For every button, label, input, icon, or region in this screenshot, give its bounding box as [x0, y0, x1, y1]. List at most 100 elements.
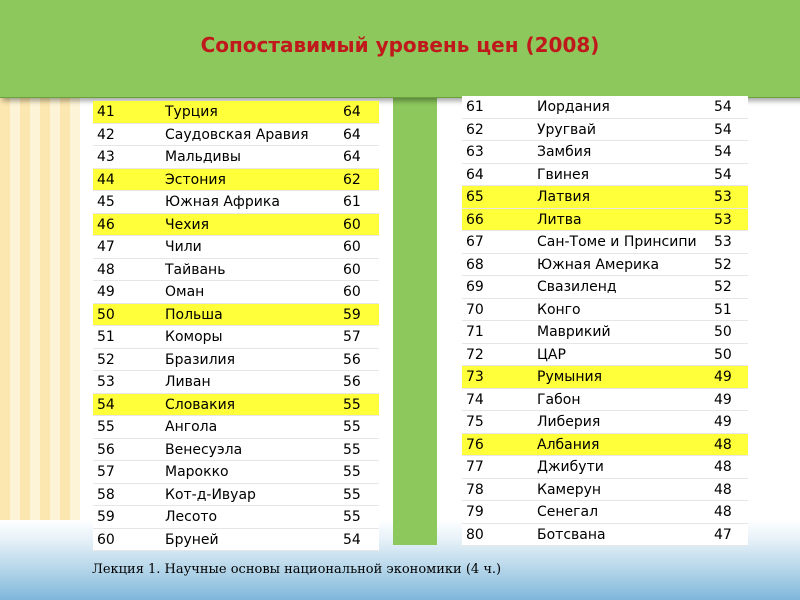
country-cell: Габон [537, 391, 581, 408]
rank-cell: 43 [97, 149, 115, 165]
table-row: 48 Тайвань 60 [93, 259, 379, 281]
table-row: 47 Чили 60 [93, 236, 379, 259]
table-row: 45 Южная Африка 61 [93, 191, 379, 214]
country-cell: Южная Африка [165, 194, 280, 210]
country-cell: Марокко [165, 464, 229, 480]
country-cell: Южная Америка [537, 256, 660, 273]
country-cell: ЦАР [537, 346, 566, 363]
table-row: 50 Польша 59 [93, 303, 379, 326]
rank-cell: 65 [466, 189, 484, 205]
title-banner [0, 0, 800, 98]
table-row: 76 Албания 48 [462, 433, 748, 456]
table-row: 71 Маврикий 50 [462, 321, 748, 344]
rank-cell: 59 [97, 509, 115, 525]
table-row: 67 Сан-Томе и Принсипи 53 [462, 231, 748, 254]
price-table-right: 61 Иордания 54 62 Уругвай 54 63 Замбия 54 64 Гвине… [462, 96, 748, 546]
rank-cell: 64 [466, 166, 484, 183]
value-cell: 62 [343, 171, 361, 188]
country-cell: Ботсвана [537, 526, 606, 543]
rank-cell: 71 [466, 324, 484, 340]
value-cell: 48 [714, 459, 732, 475]
rank-cell: 57 [97, 464, 115, 480]
rank-cell: 52 [97, 351, 115, 368]
rank-cell: 54 [97, 396, 115, 413]
country-cell: Польша [165, 306, 223, 323]
table-row: 60 Бруней 54 [93, 529, 379, 551]
value-cell: 64 [343, 126, 361, 143]
rank-cell: 77 [466, 459, 484, 475]
country-cell: Саудовская Аравия [165, 126, 309, 143]
slide-footer: Лекция 1. Научные основы национальной эк… [92, 562, 502, 577]
table-row: 59 Лесото 55 [93, 506, 379, 529]
value-cell: 55 [343, 464, 361, 480]
country-cell: Гвинея [537, 166, 590, 183]
country-cell: Сенегал [537, 504, 599, 520]
table-row: 51 Коморы 57 [93, 326, 379, 349]
country-cell: Бруней [165, 531, 219, 548]
country-cell: Чехия [165, 216, 210, 233]
rank-cell: 66 [466, 211, 484, 228]
value-cell: 54 [714, 166, 732, 183]
country-cell: Латвия [537, 189, 591, 205]
rank-cell: 62 [466, 121, 484, 138]
value-cell: 48 [714, 481, 732, 498]
table-row: 53 Ливан 56 [93, 371, 379, 394]
table-row: 74 Габон 49 [462, 389, 748, 411]
country-cell: Чили [165, 239, 202, 255]
rank-cell: 44 [97, 171, 115, 188]
value-cell: 64 [343, 104, 361, 120]
country-cell: Либерия [537, 414, 601, 430]
value-cell: 53 [714, 189, 732, 205]
country-cell: Эстония [165, 171, 226, 188]
rank-cell: 74 [466, 391, 484, 408]
value-cell: 53 [714, 234, 732, 250]
rank-cell: 75 [466, 414, 484, 430]
table-row: 49 Оман 60 [93, 281, 379, 304]
table-row: 55 Ангола 55 [93, 416, 379, 439]
value-cell: 54 [714, 144, 732, 160]
rank-cell: 61 [466, 99, 484, 115]
table-row: 70 Конго 51 [462, 299, 748, 321]
country-cell: Иордания [537, 99, 610, 115]
table-row: 75 Либерия 49 [462, 411, 748, 434]
table-row: 46 Чехия 60 [93, 213, 379, 236]
value-cell: 64 [343, 149, 361, 165]
country-cell: Маврикий [537, 324, 611, 340]
table-row: 42 Саудовская Аравия 64 [93, 124, 379, 146]
value-cell: 48 [714, 436, 732, 453]
decorative-stripes [0, 0, 80, 600]
table-row: 58 Кот-д-Ивуар 55 [93, 484, 379, 506]
value-cell: 54 [343, 531, 361, 548]
country-cell: Мальдивы [165, 149, 241, 165]
table-row: 62 Уругвай 54 [462, 119, 748, 141]
value-cell: 50 [714, 346, 732, 363]
table-row: 80 Ботсвана 47 [462, 524, 748, 546]
value-cell: 50 [714, 324, 732, 340]
value-cell: 55 [343, 419, 361, 435]
value-cell: 49 [714, 369, 732, 385]
rank-cell: 76 [466, 436, 484, 453]
value-cell: 55 [343, 441, 361, 458]
table-row: 78 Камерун 48 [462, 479, 748, 501]
rank-cell: 78 [466, 481, 484, 498]
country-cell: Джибути [537, 459, 604, 475]
country-cell: Румыния [537, 369, 603, 385]
slide-title: Сопоставимый уровень цен (2008) [200, 33, 600, 57]
rank-cell: 67 [466, 234, 484, 250]
value-cell: 48 [714, 504, 732, 520]
value-cell: 55 [343, 396, 361, 413]
table-row: 54 Словакия 55 [93, 393, 379, 416]
rank-cell: 53 [97, 374, 115, 390]
country-cell: Кот-д-Ивуар [165, 486, 256, 503]
table-row: 57 Марокко 55 [93, 461, 379, 484]
rank-cell: 42 [97, 126, 115, 143]
value-cell: 53 [714, 211, 732, 228]
value-cell: 60 [343, 261, 361, 278]
rank-cell: 51 [97, 329, 115, 345]
table-row: 72 ЦАР 50 [462, 344, 748, 366]
rank-cell: 72 [466, 346, 484, 363]
value-cell: 52 [714, 279, 732, 295]
rank-cell: 45 [97, 194, 115, 210]
value-cell: 60 [343, 239, 361, 255]
rank-cell: 46 [97, 216, 115, 233]
